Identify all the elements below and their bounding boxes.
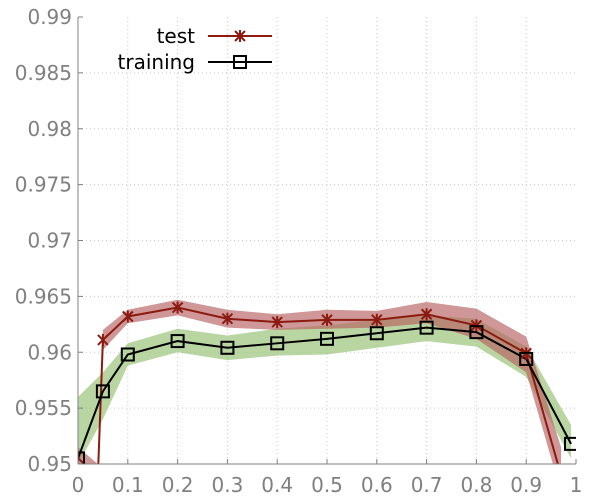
legend-label-test: test xyxy=(157,24,196,48)
legend-marker-training xyxy=(233,55,247,69)
point-training xyxy=(320,331,334,346)
y-tick-label: 0.98 xyxy=(27,117,72,141)
y-tick-label: 0.96 xyxy=(27,340,72,364)
y-tick-label: 0.985 xyxy=(15,61,72,85)
point-training xyxy=(78,451,85,464)
x-tick-label: 0.3 xyxy=(211,473,243,497)
y-tick-label: 0.97 xyxy=(27,229,72,253)
x-tick-label: 0 xyxy=(72,473,85,497)
x-tick-label: 0.9 xyxy=(510,473,542,497)
point-training xyxy=(519,351,534,366)
point-training xyxy=(564,436,576,451)
band-training xyxy=(78,315,572,464)
point-training xyxy=(120,347,135,362)
point-test xyxy=(371,313,383,326)
legend: test training xyxy=(118,24,272,74)
x-tick-label: 0.2 xyxy=(162,473,194,497)
band-test xyxy=(78,299,562,464)
y-tick-label: 0.955 xyxy=(15,396,72,420)
y-tick-label: 0.975 xyxy=(15,173,72,197)
point-training xyxy=(170,334,185,349)
point-test xyxy=(122,310,134,323)
point-test xyxy=(321,313,333,326)
x-tick-label: 0.1 xyxy=(112,473,144,497)
x-tick-label: 0.8 xyxy=(460,473,492,497)
point-training xyxy=(369,326,384,341)
y-tick-label: 0.965 xyxy=(15,284,72,308)
point-training xyxy=(270,336,285,351)
point-test xyxy=(221,312,234,325)
x-tick-label: 0.5 xyxy=(311,473,343,497)
point-test xyxy=(271,316,283,329)
y-tick-label: 0.99 xyxy=(27,5,72,29)
axes xyxy=(77,16,577,465)
tick-labels: 0 0.1 0.2 0.3 0.4 0.5 0.6 0.7 0.8 0.9 1 0.95 0.955 0.… xyxy=(15,5,583,497)
y-tick-label: 0.95 xyxy=(27,452,72,476)
confidence-bands xyxy=(78,299,572,464)
grid xyxy=(78,17,576,464)
point-training xyxy=(95,384,110,399)
x-tick-label: 1 xyxy=(570,473,583,497)
point-training xyxy=(220,340,235,355)
point-training xyxy=(469,325,484,340)
point-test xyxy=(420,308,433,321)
legend-symbol-training xyxy=(233,55,247,69)
legend-symbol-test xyxy=(234,30,246,42)
point-test xyxy=(97,333,109,346)
point-test xyxy=(171,301,184,314)
x-tick-label: 0.4 xyxy=(261,473,293,497)
series-markers xyxy=(78,301,576,464)
legend-marker-test xyxy=(234,30,246,42)
legend-label-training: training xyxy=(118,50,195,74)
point-training xyxy=(419,320,434,335)
x-tick-label: 0.7 xyxy=(411,473,443,497)
x-tick-label: 0.6 xyxy=(361,473,393,497)
